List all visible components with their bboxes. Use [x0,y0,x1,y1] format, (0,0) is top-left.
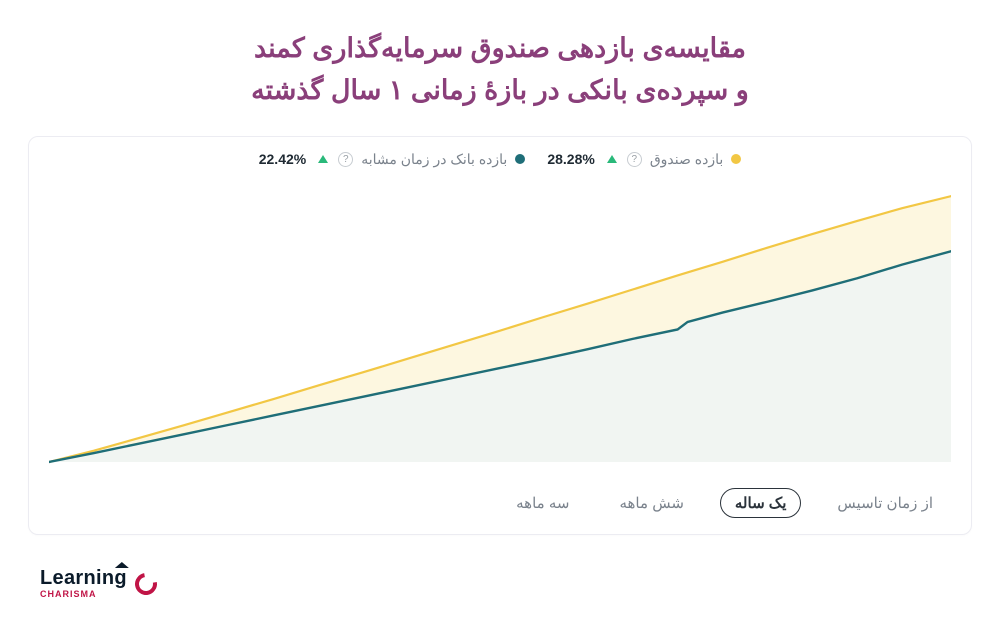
legend-value-bank: 22.42% [259,151,306,167]
legend-label-bank: بازده بانک در زمان مشابه [361,151,507,168]
up-arrow-icon [607,155,617,163]
tab-three-month[interactable]: سه ماهه [502,489,583,517]
logo-top-label: Learning [40,567,127,589]
legend-dot-fund [731,154,741,164]
graduation-cap-icon [115,562,129,568]
legend: بازده صندوق ? 28.28% بازده بانک در زمان … [49,151,951,174]
tab-since-start[interactable]: از زمان تاسیس [823,489,947,517]
title-line-2: و سپرده‌ی بانکی در بازه‌ٔ زمانی ۱ سال گذ… [251,75,749,105]
tab-one-year[interactable]: یک ساله [720,488,802,518]
logo-text: Learning CHARISMA [40,568,127,599]
legend-label-fund: بازده صندوق [650,151,723,168]
time-range-tabs: از زمان تاسیس یک ساله شش ماهه سه ماهه [49,474,951,520]
page-title: مقایسه‌ی بازدهی صندوق سرمایه‌گذاری کمند … [0,0,1000,126]
help-icon[interactable]: ? [338,152,353,167]
legend-value-fund: 28.28% [547,151,594,167]
legend-item-bank: بازده بانک در زمان مشابه ? 22.42% [259,151,526,168]
page: مقایسه‌ی بازدهی صندوق سرمایه‌گذاری کمند … [0,0,1000,623]
logo-sub: CHARISMA [40,590,127,599]
chart [49,174,951,474]
brand-logo: Learning CHARISMA [40,568,157,599]
chart-card: بازده صندوق ? 28.28% بازده بانک در زمان … [28,136,972,535]
legend-item-fund: بازده صندوق ? 28.28% [547,151,741,168]
logo-top: Learning [40,568,127,588]
help-icon[interactable]: ? [627,152,642,167]
title-line-1: مقایسه‌ی بازدهی صندوق سرمایه‌گذاری کمند [254,33,746,63]
tab-six-month[interactable]: شش ماهه [605,489,697,517]
area-chart-svg [49,174,951,474]
up-arrow-icon [318,155,328,163]
logo-mark-icon [131,568,162,599]
legend-dot-bank [515,154,525,164]
